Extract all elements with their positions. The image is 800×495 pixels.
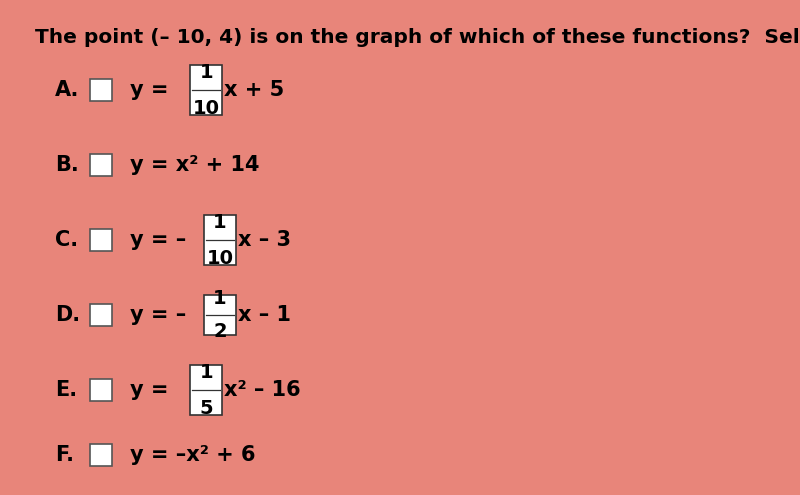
Text: y = –: y = – <box>130 230 186 250</box>
Bar <box>90 229 112 251</box>
Text: E.: E. <box>55 380 77 400</box>
Text: C.: C. <box>55 230 78 250</box>
Text: y =: y = <box>130 380 176 400</box>
Text: 1: 1 <box>200 362 214 382</box>
Text: 1: 1 <box>214 289 227 308</box>
Text: y = –x² + 6: y = –x² + 6 <box>130 445 255 465</box>
Bar <box>204 215 236 265</box>
Text: The point (– 10, 4) is on the graph of which of these functions?  Select: The point (– 10, 4) is on the graph of w… <box>35 28 800 47</box>
Bar <box>190 65 222 115</box>
Text: D.: D. <box>55 305 80 325</box>
Text: 1: 1 <box>214 212 227 232</box>
Bar <box>204 295 236 335</box>
Bar <box>90 379 112 401</box>
Text: 10: 10 <box>193 99 220 117</box>
Bar <box>190 365 222 415</box>
Text: x – 3: x – 3 <box>238 230 291 250</box>
Bar <box>90 444 112 466</box>
Text: 2: 2 <box>214 322 227 341</box>
Text: x – 1: x – 1 <box>238 305 291 325</box>
Text: F.: F. <box>55 445 74 465</box>
Text: y = x² + 14: y = x² + 14 <box>130 155 259 175</box>
Text: B.: B. <box>55 155 78 175</box>
Bar <box>90 304 112 326</box>
Text: A.: A. <box>55 80 79 100</box>
Bar <box>90 154 112 176</box>
Text: y =: y = <box>130 80 176 100</box>
Text: y = –: y = – <box>130 305 186 325</box>
Text: 5: 5 <box>200 398 214 417</box>
Text: 10: 10 <box>206 248 234 267</box>
Text: 1: 1 <box>200 62 214 82</box>
Text: x² – 16: x² – 16 <box>225 380 301 400</box>
Bar <box>90 79 112 101</box>
Text: x + 5: x + 5 <box>225 80 285 100</box>
